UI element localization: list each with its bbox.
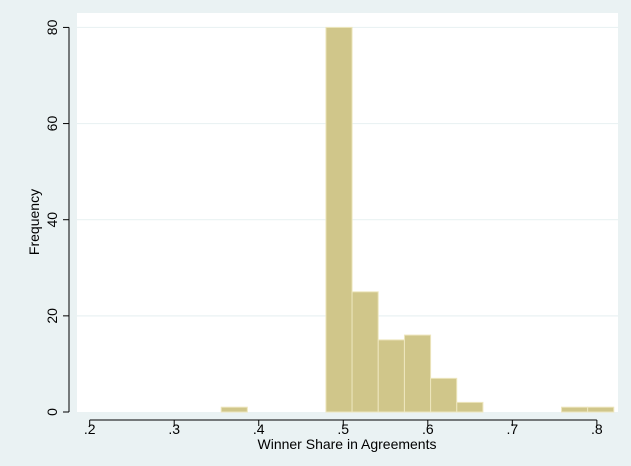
bars: [220, 26, 615, 413]
x-tick-label: .2: [84, 421, 96, 437]
y-tick-label: 20: [44, 308, 60, 324]
x-tick-label: .4: [253, 421, 265, 437]
axes: .2 .3 .4 .5 .6 .7 .8 0 20 40 60 80: [44, 19, 603, 437]
histogram-bar: [220, 406, 248, 413]
x-tick-label: .8: [591, 421, 603, 437]
y-tick-label: 80: [44, 19, 60, 35]
y-tick-label: 40: [44, 212, 60, 228]
histogram-bar: [351, 291, 379, 413]
x-axis-title: Winner Share in Agreements: [258, 436, 437, 452]
x-tick-label: .3: [168, 421, 180, 437]
y-tick-label: 60: [44, 116, 60, 132]
histogram-bar: [587, 406, 615, 413]
histogram-bar: [430, 377, 458, 413]
histogram-bar: [456, 401, 484, 413]
x-tick-label: .7: [506, 421, 518, 437]
y-tick-label: 0: [44, 408, 60, 416]
y-axis-title: Frequency: [26, 189, 42, 255]
histogram-bar: [377, 339, 405, 413]
histogram-bar: [325, 26, 353, 413]
histogram-bar: [403, 334, 432, 413]
x-tick-label: .5: [337, 421, 349, 437]
x-tick-label: .6: [422, 421, 434, 437]
histogram-bar: [561, 406, 589, 413]
